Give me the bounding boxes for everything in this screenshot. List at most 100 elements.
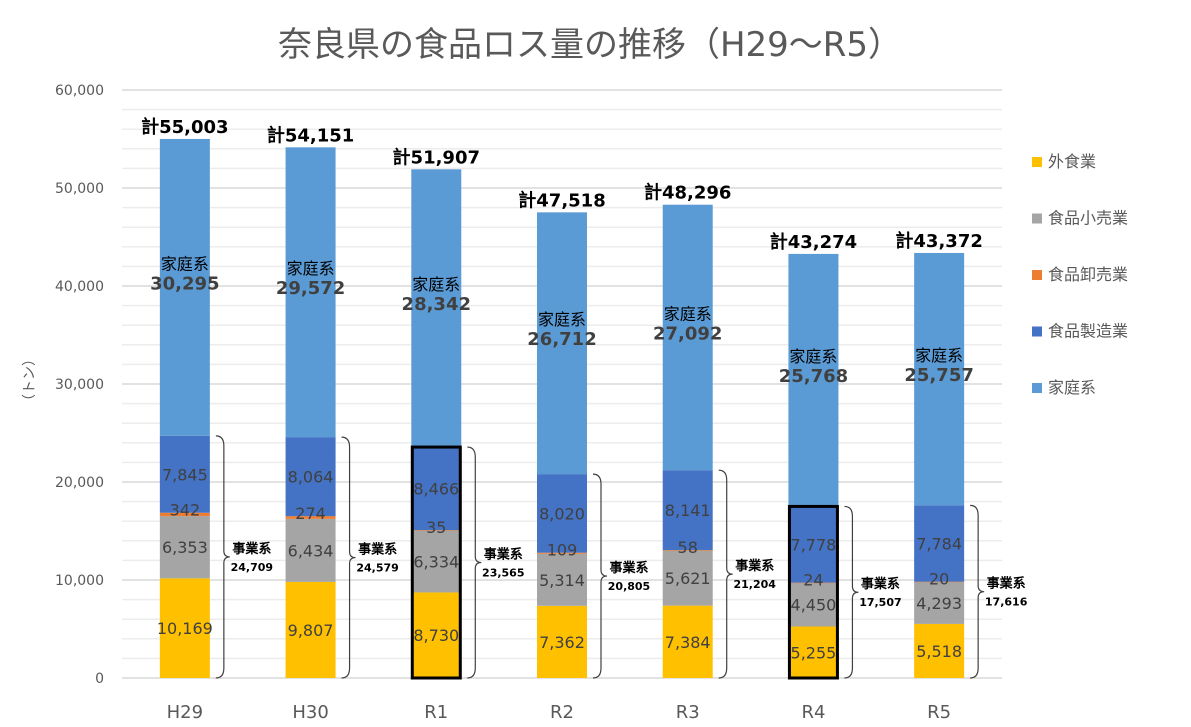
total-value: 48,296 bbox=[662, 183, 731, 204]
data-label: 274 bbox=[295, 504, 326, 523]
data-label: 5,255 bbox=[791, 643, 837, 662]
total-label: 計48,296 bbox=[644, 182, 731, 204]
household-value: 28,342 bbox=[402, 294, 471, 315]
household-label: 家庭系 bbox=[161, 254, 209, 273]
total-label: 計43,274 bbox=[770, 231, 857, 253]
business-label: 事業系 bbox=[735, 558, 774, 574]
business-label: 事業系 bbox=[484, 547, 523, 563]
data-label: 6,334 bbox=[413, 552, 459, 571]
bar-segment-business bbox=[285, 518, 336, 582]
bar-segment-business bbox=[662, 605, 713, 678]
bar-segment-household bbox=[662, 204, 713, 471]
y-tick-label: 30,000 bbox=[55, 377, 104, 393]
legend-swatch bbox=[1032, 383, 1042, 393]
bar-segment-business bbox=[788, 582, 839, 627]
y-tick-label: 50,000 bbox=[55, 181, 104, 197]
business-label: 事業系 bbox=[232, 541, 271, 557]
data-label: 20 bbox=[929, 570, 949, 589]
total-value: 43,372 bbox=[913, 231, 982, 252]
household-value: 25,757 bbox=[904, 365, 973, 386]
chart-title: 奈良県の食品ロス量の推移（H29〜R5） bbox=[278, 25, 902, 65]
x-tick-label: R5 bbox=[927, 702, 951, 723]
data-label: 8,064 bbox=[288, 468, 334, 487]
business-total: 20,805 bbox=[608, 580, 650, 593]
total-value: 54,151 bbox=[285, 125, 354, 146]
bar-segment-business bbox=[411, 530, 462, 593]
legend-item: 外食業 bbox=[1032, 152, 1096, 171]
total-label: 計47,518 bbox=[518, 189, 605, 211]
data-label: 58 bbox=[678, 538, 698, 557]
x-tick-label: H30 bbox=[292, 702, 328, 723]
bar-segment-household bbox=[159, 138, 210, 436]
data-label: 10,169 bbox=[157, 619, 213, 638]
data-label: 7,845 bbox=[162, 465, 208, 484]
data-label: 5,621 bbox=[665, 569, 711, 588]
household-label: 家庭系 bbox=[287, 259, 335, 278]
x-tick-label: R2 bbox=[550, 702, 574, 723]
data-label: 4,450 bbox=[791, 596, 837, 615]
legend-swatch bbox=[1032, 270, 1042, 280]
y-tick-label: 10,000 bbox=[55, 573, 104, 589]
business-brace bbox=[718, 469, 733, 679]
data-label: 5,518 bbox=[916, 642, 962, 661]
legend-swatch bbox=[1032, 326, 1042, 337]
bar-segment-business bbox=[537, 552, 587, 554]
bar-segment-business bbox=[662, 470, 713, 550]
bar-segment-business bbox=[411, 592, 462, 678]
bar-segment-business bbox=[159, 512, 210, 517]
bar-segment-business bbox=[285, 437, 336, 517]
business-label: 事業系 bbox=[861, 576, 900, 592]
bar-segment-business bbox=[788, 506, 839, 583]
bar-segment-household bbox=[788, 253, 839, 507]
business-total: 17,507 bbox=[859, 596, 901, 609]
data-label: 8,730 bbox=[413, 626, 459, 645]
bar-segment-business bbox=[537, 474, 587, 553]
business-brace bbox=[844, 505, 859, 679]
y-tick-label: 0 bbox=[95, 671, 104, 687]
data-label: 9,807 bbox=[288, 621, 334, 640]
x-tick-label: R1 bbox=[424, 702, 448, 723]
total-prefix: 計 bbox=[141, 116, 159, 138]
bar-segment-business bbox=[914, 581, 965, 624]
legend-item: 食品製造業 bbox=[1032, 322, 1128, 341]
data-label: 6,434 bbox=[288, 541, 334, 560]
business-brace bbox=[970, 504, 985, 679]
business-total: 21,204 bbox=[733, 578, 776, 591]
y-axis-ticks: 0 10,000 20,000 30,000 40,000 50,000 60,000 bbox=[55, 83, 104, 687]
data-label: 8,141 bbox=[665, 501, 711, 520]
data-label: 8,466 bbox=[413, 480, 459, 499]
household-label: 家庭系 bbox=[412, 275, 460, 294]
x-tick-label: H29 bbox=[167, 702, 203, 723]
bars: 10,1696,3533427,845家庭系30,295計55,003事業系24… bbox=[141, 116, 1028, 680]
bar-segment-business bbox=[411, 447, 462, 531]
business-total: 23,565 bbox=[482, 567, 524, 580]
household-label: 家庭系 bbox=[538, 310, 586, 329]
x-axis-ticks: H29 H30 R1 R2 R3 R4 R5 bbox=[167, 702, 951, 723]
bar-segment-business bbox=[662, 550, 713, 606]
household-value: 27,092 bbox=[653, 323, 722, 344]
business-label: 事業系 bbox=[609, 560, 648, 576]
bar-segment-business bbox=[788, 626, 839, 678]
total-prefix: 計 bbox=[518, 189, 536, 211]
bar-segment-household bbox=[411, 169, 462, 448]
bar-segment-business bbox=[537, 553, 587, 606]
business-total: 24,709 bbox=[231, 561, 273, 574]
total-label: 計43,372 bbox=[895, 230, 982, 252]
bar-segment-business bbox=[914, 505, 965, 582]
bar-segment-business bbox=[788, 582, 839, 584]
y-axis-title: （トン） bbox=[22, 352, 38, 408]
highlight-box bbox=[410, 445, 462, 680]
bar-segment-business bbox=[285, 581, 336, 678]
data-label: 8,020 bbox=[539, 504, 585, 523]
bar-segment-business bbox=[159, 435, 210, 513]
total-prefix: 計 bbox=[644, 182, 662, 204]
business-brace bbox=[215, 435, 230, 679]
business-total: 17,616 bbox=[985, 596, 1028, 609]
legend-swatch bbox=[1032, 213, 1042, 224]
